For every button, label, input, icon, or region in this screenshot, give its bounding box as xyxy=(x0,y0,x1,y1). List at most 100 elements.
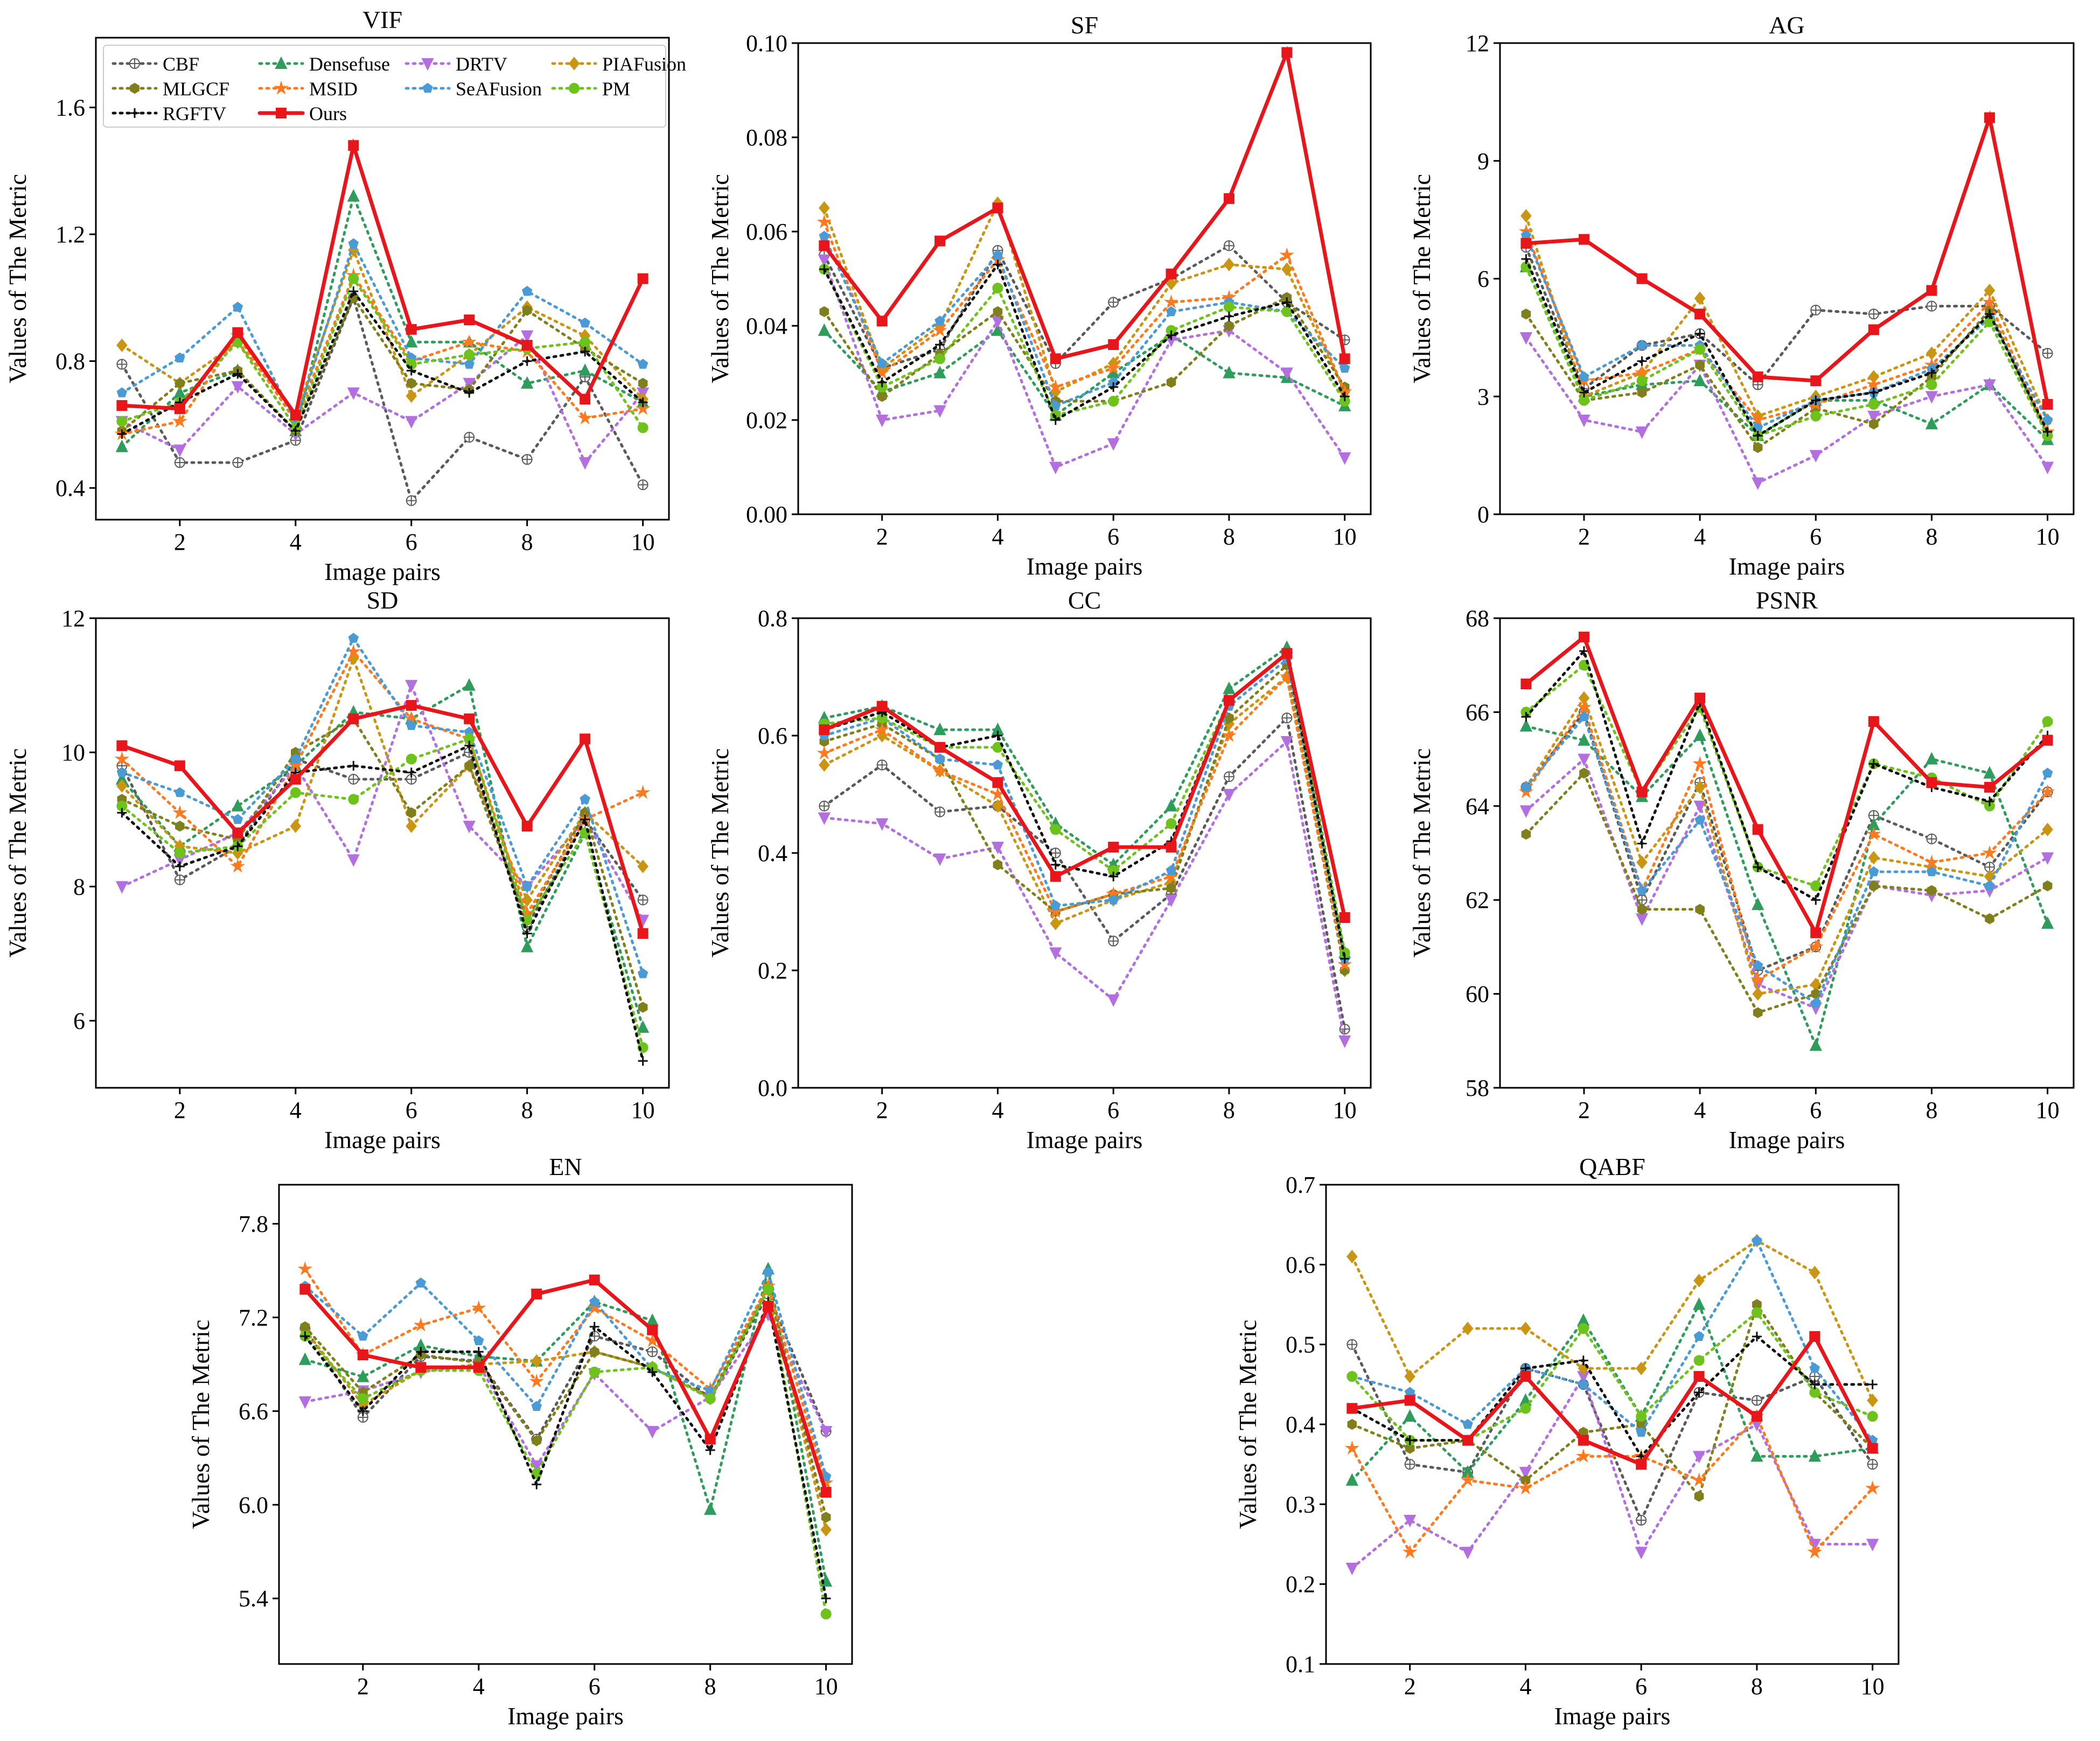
data-point xyxy=(1926,777,1937,788)
data-point xyxy=(1346,1403,1358,1414)
data-point xyxy=(1635,913,1649,926)
data-point xyxy=(1926,866,1937,877)
data-point xyxy=(1695,359,1705,371)
data-point xyxy=(1578,1323,1589,1334)
series-line xyxy=(1350,1373,1874,1570)
data-point xyxy=(635,401,651,415)
data-point xyxy=(1810,375,1822,387)
data-point xyxy=(1166,842,1177,853)
data-point xyxy=(1281,712,1293,724)
data-point xyxy=(1166,376,1176,388)
data-point xyxy=(1223,302,1234,312)
data-point xyxy=(1578,733,1590,746)
data-point xyxy=(532,1435,542,1446)
data-point xyxy=(464,349,475,360)
data-point xyxy=(1983,766,1996,779)
data-point xyxy=(2042,822,2053,836)
x-tick-label: 10 xyxy=(1861,1673,1885,1700)
data-point xyxy=(406,753,417,765)
legend: CBF Densefuse DRTV PIAFusion MLGCF MSID SeAFus… xyxy=(103,45,686,128)
series-line xyxy=(1524,725,2049,1050)
series-line xyxy=(120,246,645,418)
data-point xyxy=(819,306,829,317)
data-point xyxy=(1337,956,1352,971)
data-point xyxy=(1344,1441,1360,1455)
data-point xyxy=(1866,826,1881,841)
series-line xyxy=(120,683,645,1029)
legend-label: MLGCF xyxy=(163,78,229,100)
data-point xyxy=(876,316,888,327)
y-tick-label: 0.02 xyxy=(746,407,787,433)
data-point xyxy=(1691,1472,1707,1487)
data-point xyxy=(875,365,890,380)
y-tick-label: 1.6 xyxy=(55,95,85,121)
data-point xyxy=(589,1346,599,1358)
data-point xyxy=(1345,1563,1358,1576)
data-point xyxy=(1752,371,1763,382)
series-line xyxy=(1524,704,2049,982)
data-point xyxy=(876,415,889,428)
x-tick-label: 2 xyxy=(876,1097,888,1123)
x-tick-label: 6 xyxy=(1107,1097,1119,1123)
data-point xyxy=(1050,824,1061,835)
data-point xyxy=(1752,1235,1762,1246)
legend-label: SeAFusion xyxy=(456,78,542,100)
x-tick-label: 8 xyxy=(521,529,533,555)
data-point xyxy=(1695,904,1705,915)
data-point xyxy=(1519,719,1533,732)
data-point xyxy=(1865,1480,1880,1495)
data-point xyxy=(1108,339,1119,350)
data-point xyxy=(1519,332,1533,345)
data-point xyxy=(638,397,648,408)
data-point xyxy=(992,799,1003,813)
data-point xyxy=(1984,880,1995,891)
data-point xyxy=(705,1445,715,1455)
legend-label: CBF xyxy=(163,53,199,75)
data-point xyxy=(1926,285,1937,296)
data-point xyxy=(415,1362,427,1373)
series-line xyxy=(1524,663,2049,888)
data-point xyxy=(298,1352,311,1365)
data-point xyxy=(114,751,130,766)
y-axis-label: Values of The Metric xyxy=(706,174,734,383)
chart-title: CC xyxy=(1068,586,1101,614)
data-point xyxy=(348,773,359,785)
series-seafusion xyxy=(819,230,1350,411)
data-point xyxy=(116,338,128,352)
data-point xyxy=(232,814,243,824)
series-line xyxy=(303,1268,828,1478)
data-point xyxy=(1578,1379,1589,1389)
x-tick-label: 10 xyxy=(1333,523,1357,550)
series-msid xyxy=(297,1261,834,1490)
x-tick-label: 2 xyxy=(1578,1097,1590,1123)
data-point xyxy=(2042,426,2053,437)
data-point xyxy=(1048,904,1063,918)
data-point xyxy=(348,633,359,643)
y-tick-label: 0.4 xyxy=(55,475,85,501)
data-point xyxy=(647,1367,658,1377)
series-ours xyxy=(116,700,648,939)
data-point xyxy=(406,767,416,778)
data-point xyxy=(1050,900,1061,911)
y-axis-label: Values of The Metric xyxy=(4,174,31,383)
series-line xyxy=(1525,634,2049,938)
legend-label: PM xyxy=(602,78,630,100)
series-line xyxy=(822,651,1346,954)
data-point xyxy=(580,733,591,745)
x-tick-label: 8 xyxy=(1223,1097,1235,1123)
series-line xyxy=(303,1278,828,1493)
data-point xyxy=(1982,294,1997,309)
x-axis-label: Image pairs xyxy=(507,1702,624,1730)
data-point xyxy=(1637,838,1647,849)
data-point xyxy=(1578,1435,1589,1446)
series-line xyxy=(120,288,645,436)
data-point xyxy=(1868,324,1879,335)
chart-panel-ag: AG 0 3 6 9 12 2 4 6 8 10 Image pairs Values of The M… xyxy=(1408,11,2075,580)
series-seafusion xyxy=(116,238,648,426)
data-point xyxy=(1810,1379,1820,1389)
data-point xyxy=(1106,360,1121,375)
legend-marker xyxy=(130,108,139,118)
data-point xyxy=(1578,631,1589,642)
y-tick-label: 1.2 xyxy=(55,221,85,248)
series-line xyxy=(822,662,1346,972)
